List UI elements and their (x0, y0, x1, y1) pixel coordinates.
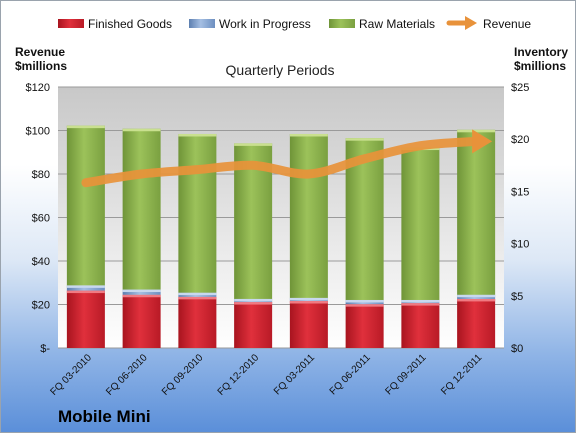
legend-swatch-revenue (446, 16, 477, 30)
left-tick-label: $40 (32, 256, 50, 268)
revenue-line-arrowhead (472, 129, 493, 154)
left-tick-label: $60 (32, 213, 50, 225)
left-axis-title-line2: $millions (15, 59, 67, 73)
legend-label-raw-materials: Raw Materials (359, 17, 435, 31)
right-tick-label: $10 (511, 239, 529, 251)
left-tick-label: $100 (26, 126, 50, 138)
revenue-line-layer (81, 129, 493, 188)
legend-label-work-in-progress: Work in Progress (219, 17, 311, 31)
bar-cap-work-in-progress (457, 294, 496, 298)
left-axis-ticks: $- $20 $40 $60 $80 $100 $120 (26, 82, 51, 355)
right-tick-label: $0 (511, 343, 523, 355)
bar-cap-work-in-progress (66, 285, 105, 288)
bar-cap-finished-goods (457, 298, 496, 302)
bar-cap-work-in-progress (122, 289, 161, 293)
left-tick-label: $80 (32, 169, 50, 181)
bar-raw-materials (66, 125, 105, 286)
bar-work-in-progress (122, 289, 161, 295)
legend-label-revenue: Revenue (483, 17, 531, 31)
bar-cap-raw-materials (345, 138, 384, 141)
bar-raw-materials (289, 133, 328, 298)
legend-swatch-raw-materials (329, 19, 355, 28)
bar-cap-raw-materials (234, 143, 273, 146)
bar-cap-finished-goods (234, 302, 273, 305)
bar-cap-work-in-progress (345, 299, 384, 303)
bar-cap-work-in-progress (234, 298, 273, 302)
bar-cap-raw-materials (66, 125, 105, 129)
bar-finished-goods (289, 301, 328, 348)
bar-cap-work-in-progress (401, 299, 440, 303)
bar-finished-goods (401, 303, 440, 348)
right-axis-title-line1: Inventory (514, 45, 568, 59)
company-name: Mobile Mini (58, 407, 151, 426)
bar-finished-goods (457, 298, 496, 348)
bar-raw-materials (457, 129, 496, 295)
bar-cap-raw-materials (122, 128, 161, 132)
bar-raw-materials (178, 133, 217, 293)
bar-finished-goods (66, 290, 105, 348)
right-tick-label: $20 (511, 134, 529, 146)
bar-cap-raw-materials (178, 133, 217, 137)
bar-cap-finished-goods (401, 303, 440, 306)
right-tick-label: $5 (511, 291, 523, 303)
bar-cap-raw-materials (457, 129, 496, 133)
bar-cap-finished-goods (289, 301, 328, 304)
bar-work-in-progress (66, 285, 105, 291)
x-tick-label: FQ 06-2011 (328, 352, 373, 397)
right-tick-label: $25 (511, 82, 529, 94)
right-axis-title-line2: $millions (514, 59, 566, 73)
x-tick-label: FQ 09-2011 (384, 352, 429, 397)
x-tick-label: FQ 03-2011 (272, 352, 317, 397)
bar-finished-goods (234, 302, 273, 348)
revenue-line (81, 136, 481, 188)
bar-raw-materials (122, 128, 161, 290)
chart-title: Quarterly Periods (226, 62, 335, 78)
x-tick-label: FQ 09-2010 (160, 352, 206, 398)
legend-swatch-finished-goods (58, 19, 84, 28)
bars-layer (66, 125, 496, 348)
bar-finished-goods (178, 296, 217, 348)
bar-finished-goods (122, 294, 161, 348)
right-tick-label: $15 (511, 186, 529, 198)
legend: Finished Goods Work in Progress Raw Mate… (58, 16, 531, 31)
legend-label-finished-goods: Finished Goods (88, 17, 172, 31)
x-tick-label: FQ 12-2010 (216, 352, 262, 398)
left-tick-label: $120 (26, 82, 50, 94)
bar-raw-materials (401, 147, 440, 300)
x-tick-label: FQ 06-2010 (104, 352, 150, 398)
bar-cap-work-in-progress (289, 297, 328, 301)
bar-finished-goods (345, 304, 384, 348)
left-tick-label: $20 (32, 300, 50, 312)
bar-cap-finished-goods (122, 294, 161, 298)
x-tick-label: FQ 12-2011 (439, 352, 484, 397)
left-axis-title-line1: Revenue (15, 45, 65, 59)
right-axis-ticks: $0 $5 $10 $15 $20 $25 (511, 82, 529, 355)
bar-cap-work-in-progress (178, 292, 217, 296)
x-tick-label: FQ 03-2010 (48, 352, 94, 398)
x-axis-ticks: FQ 03-2010 FQ 06-2010 FQ 09-2010 FQ 12-2010… (48, 352, 484, 398)
left-tick-label: $- (40, 343, 50, 355)
legend-swatch-work-in-progress (189, 19, 215, 28)
bar-cap-raw-materials (289, 133, 328, 137)
bar-cap-finished-goods (66, 290, 105, 294)
bar-cap-finished-goods (345, 304, 384, 307)
bar-cap-finished-goods (178, 296, 217, 300)
